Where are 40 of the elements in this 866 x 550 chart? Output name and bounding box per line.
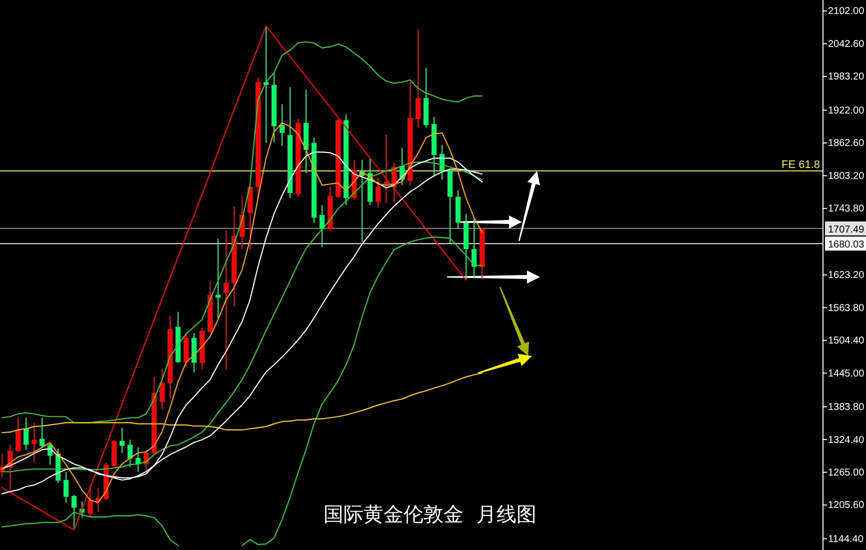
candlestick bbox=[32, 422, 36, 462]
candlestick bbox=[88, 484, 92, 518]
y-tick-label: 1862.60 bbox=[828, 138, 865, 150]
candlestick bbox=[416, 28, 420, 128]
candlestick bbox=[64, 471, 68, 504]
ref-line-label: 1707.49 bbox=[828, 224, 865, 236]
y-tick-label: 1983.20 bbox=[828, 72, 865, 83]
y-tick-label: 1563.80 bbox=[828, 302, 865, 314]
y-tick-label: 1743.80 bbox=[828, 204, 865, 215]
candlestick bbox=[376, 178, 380, 208]
candlestick bbox=[72, 494, 76, 530]
y-tick-label: 1265.00 bbox=[828, 467, 865, 478]
candlestick bbox=[40, 417, 44, 448]
y-tick-label: 1205.60 bbox=[828, 500, 865, 512]
y-tick-label: 1803.20 bbox=[828, 170, 865, 182]
y-tick-label: 2102.00 bbox=[828, 6, 865, 18]
y-tick-label: 2042.60 bbox=[828, 38, 865, 50]
candlestick bbox=[472, 217, 476, 278]
ref-line-label: FE 61.8 bbox=[781, 158, 820, 171]
y-tick-label: 1922.00 bbox=[828, 105, 865, 116]
candlestick bbox=[24, 417, 28, 450]
candlestick bbox=[216, 238, 220, 318]
ref-line-label: 1680.03 bbox=[828, 240, 865, 251]
y-tick-label: 1623.20 bbox=[828, 270, 865, 282]
line-series bbox=[1, 25, 467, 530]
candlestick bbox=[320, 204, 324, 248]
y-tick-label: 1144.40 bbox=[828, 534, 864, 545]
y-tick-label: 1383.80 bbox=[828, 402, 865, 414]
y-tick-label: 1324.40 bbox=[828, 434, 865, 446]
candlestick bbox=[160, 368, 164, 411]
candlestick bbox=[280, 104, 284, 147]
line-series bbox=[1, 41, 483, 424]
text: 国际黄金伦敦金 月线图 bbox=[324, 502, 536, 526]
candlestick bbox=[128, 439, 132, 468]
candlestick bbox=[120, 427, 124, 454]
y-tick-label: 1504.40 bbox=[828, 336, 865, 347]
candlestick bbox=[224, 230, 228, 370]
candlestick bbox=[16, 416, 20, 452]
y-tick-label: 1445.00 bbox=[828, 368, 865, 380]
candlestick bbox=[384, 134, 388, 204]
